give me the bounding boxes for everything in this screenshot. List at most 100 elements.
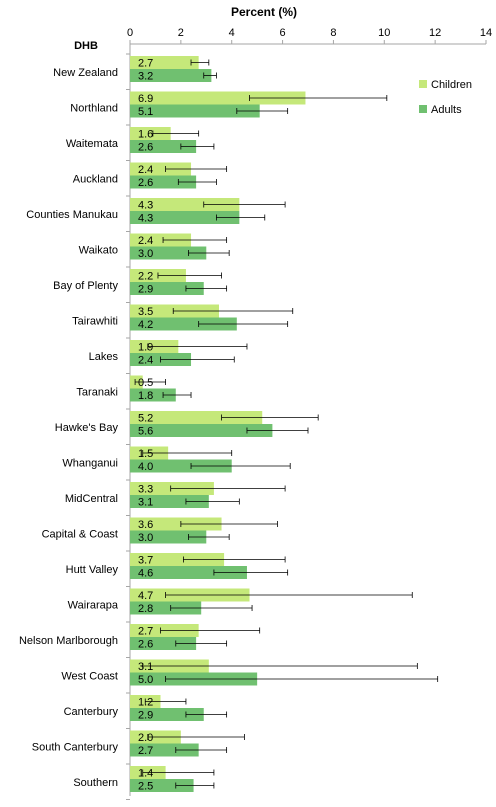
data-label: 5.6 [138,426,153,438]
category-label: Bay of Plenty [53,280,118,292]
data-label: 4.2 [138,319,153,331]
bar-adults [130,104,260,118]
data-label: 2.5 [138,781,153,793]
x-tick-label: 0 [127,27,133,39]
bar-adults [130,175,197,189]
data-label: 4.6 [138,568,153,580]
data-label: 1.6 [138,129,153,141]
category-label: Lakes [89,351,119,363]
data-label: 1.4 [138,768,153,780]
data-label: 4.7 [138,590,153,602]
data-label: 2.7 [138,58,153,70]
bar-adults [130,637,197,650]
data-label: 0.5 [138,377,153,389]
data-label: 4.3 [138,213,153,225]
data-label: 1.8 [138,390,153,402]
category-label: Nelson Marlborough [19,635,118,647]
category-label: Waikato [79,244,118,256]
data-label: 3.2 [138,71,153,83]
category-label: Taranaki [76,386,118,398]
bar-adults [130,246,207,260]
data-label: 3.6 [138,519,153,531]
category-label: Wairarapa [68,599,119,611]
x-tick-label: 2 [178,27,184,39]
data-label: 2.9 [138,284,153,296]
category-label: South Canterbury [32,741,119,753]
bar-children [130,233,192,247]
bar-children [130,411,263,424]
data-label: 2.6 [138,142,153,154]
data-label: 2.7 [138,626,153,638]
bar-adults [130,140,197,153]
bar-adults [130,743,199,757]
x-tick-label: 4 [229,27,235,39]
bar-adults [130,566,247,579]
data-label: 2.6 [138,177,153,189]
bar-adults [130,779,194,792]
bar-children [130,127,171,140]
bar-children [130,56,199,69]
data-label: 2.4 [138,355,153,367]
category-label: Capital & Coast [42,528,118,540]
data-label: 3.0 [138,532,153,544]
bar-adults [130,282,204,295]
data-label: 3.3 [138,484,153,496]
data-label: 4.3 [138,200,153,212]
data-label: 5.1 [138,106,153,118]
category-label: Northland [70,102,118,114]
x-axis-title: Percent (%) [231,5,297,19]
data-label: 3.0 [138,248,153,260]
bar-adults [130,601,202,615]
legend-swatch-adults [419,105,427,113]
bar-children [130,553,225,566]
category-label: Southern [73,777,118,789]
x-tick-label: 10 [378,27,390,39]
data-label: 5.2 [138,413,153,425]
category-label: New Zealand [53,67,118,79]
data-label: 2.0 [138,732,153,744]
legend-swatch-children [419,80,427,88]
data-label: 2.7 [138,745,153,757]
category-label: MidCentral [65,493,118,505]
bar-adults [130,317,237,331]
category-labels: New Zealand Northland Waitemata Auckland Cou… [19,67,119,789]
data-label: 1.9 [138,342,153,354]
bar-adults [130,495,209,508]
data-label: 3.7 [138,555,153,567]
category-label: Auckland [73,173,118,185]
bar-children [130,91,306,105]
legend: Children Adults [419,79,472,116]
bar-adults [130,69,212,82]
category-header: DHB [74,40,98,52]
category-label: Tairawhiti [72,315,118,327]
data-label: 4.0 [138,461,153,473]
bar-adults [130,459,232,473]
data-label: 2.8 [138,603,153,615]
data-label: 5.0 [138,674,153,686]
legend-label: Adults [431,104,462,116]
x-tick-label: 6 [280,27,286,39]
data-label: 2.4 [138,235,153,247]
data-label: 2.4 [138,164,153,176]
data-label: 3.1 [138,661,153,673]
bars-layer: 2.73.26.95.11.62.62.42.64.34.32.43.02.22… [130,56,439,793]
category-label: Waitemata [66,138,119,150]
data-label: 2.6 [138,639,153,651]
data-label: 6.9 [138,93,153,105]
bar-adults [130,708,204,721]
bar-children [130,517,222,531]
legend-label: Children [431,79,472,91]
category-label: Whanganui [62,457,118,469]
bar-adults [130,211,240,224]
x-tick-label: 12 [429,27,441,39]
category-label: Hawke's Bay [55,422,119,434]
data-label: 1.2 [138,697,153,709]
category-label: West Coast [61,670,118,682]
data-label: 2.2 [138,271,153,283]
x-tick-label: 14 [480,27,492,39]
bar-children [130,162,192,176]
bar-children [130,198,240,211]
data-label: 2.9 [138,710,153,722]
data-label: 1.5 [138,448,153,460]
